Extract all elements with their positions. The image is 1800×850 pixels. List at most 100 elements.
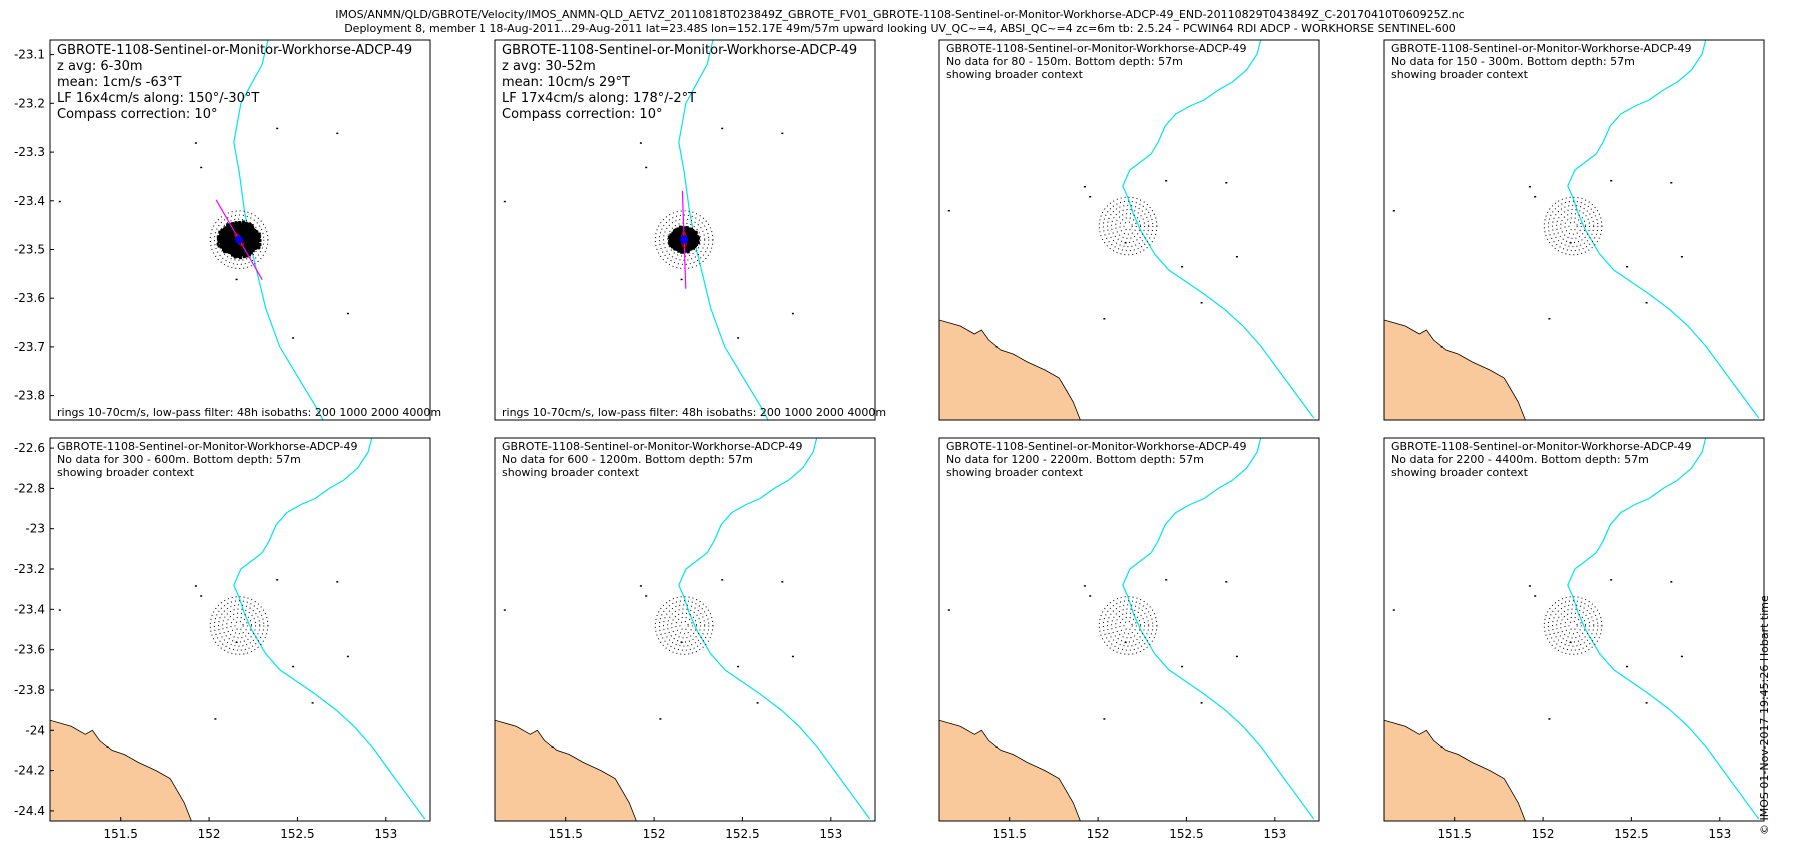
reef-island: [737, 337, 740, 339]
velocity-point: [694, 231, 698, 235]
velocity-point: [689, 242, 693, 246]
panel-info-line: No data for 1200 - 2200m. Bottom depth: …: [946, 453, 1204, 466]
velocity-point: [216, 242, 220, 246]
axes-frame: [1383, 437, 1765, 822]
reef-island: [1440, 346, 1443, 348]
speed-ring-60: [1547, 200, 1599, 252]
velocity-point: [232, 222, 236, 226]
reef-island: [1165, 579, 1168, 581]
y-tick-label: -24.4: [14, 804, 45, 818]
panel-plot-area: [503, 40, 794, 534]
velocity-point: [245, 244, 249, 248]
velocity-point: [693, 235, 697, 239]
speed-ring-20: [1564, 217, 1582, 235]
reef-island: [1083, 585, 1086, 587]
velocity-point: [248, 237, 252, 240]
velocity-point: [250, 224, 254, 228]
velocity-point: [680, 245, 683, 249]
velocity-point: [239, 225, 243, 229]
reef-island: [552, 532, 554, 534]
y-tick-label: -23.8: [14, 683, 45, 697]
y-tick-label: -23.7: [14, 340, 45, 354]
reef-island: [1124, 641, 1127, 644]
velocity-point: [686, 246, 690, 249]
velocity-point: [218, 230, 222, 234]
velocity-point: [220, 241, 224, 245]
velocity-point: [689, 235, 692, 239]
velocity-point: [222, 247, 225, 251]
panel-footer: rings 10-70cm/s, low-pass filter: 48h is…: [57, 406, 441, 419]
reef-island: [200, 166, 203, 169]
x-tick-label: 151.5: [104, 827, 138, 841]
reef-island: [781, 581, 784, 583]
reef-island: [659, 718, 662, 720]
velocity-point: [257, 232, 261, 236]
reef-island: [1610, 579, 1613, 581]
y-tick-label: -23.4: [14, 194, 45, 208]
panel-info-line: No data for 80 - 150m. Bottom depth: 57m: [946, 55, 1183, 68]
velocity-point: [239, 231, 242, 235]
panel-info-line: showing broader context: [1391, 466, 1529, 479]
y-tick-label: -23.5: [14, 243, 45, 257]
speed-ring-60: [1102, 600, 1154, 651]
velocity-point: [670, 245, 674, 249]
velocity-point: [245, 239, 249, 243]
velocity-point: [675, 234, 679, 238]
velocity-point: [239, 246, 242, 250]
speed-ring-70: [1543, 196, 1603, 256]
velocity-point: [672, 246, 676, 250]
velocity-point: [226, 230, 229, 234]
velocity-point: [244, 237, 248, 241]
land-mass: [495, 719, 637, 821]
panel-info-line: z avg: 30-52m: [502, 59, 596, 74]
velocity-point: [677, 238, 681, 242]
velocity-point: [235, 223, 238, 227]
axes-frame: [494, 437, 876, 822]
panel-5: -22.6 -22.8 -23 -23.2 -23.4 -23.6 -23.8 -24 -24.…: [14, 437, 431, 841]
reef-island: [1392, 210, 1395, 212]
x-tick-label: 152.5: [1169, 827, 1203, 841]
velocity-point: [677, 249, 681, 253]
speed-ring-70: [1543, 596, 1603, 655]
reef-island: [1103, 718, 1106, 720]
velocity-point: [675, 236, 679, 240]
velocity-point: [235, 247, 239, 251]
reef-island: [791, 655, 794, 658]
velocity-point: [222, 238, 226, 242]
isobath-line: [233, 438, 426, 820]
velocity-point: [227, 249, 231, 253]
velocity-point: [240, 234, 244, 238]
velocity-point: [254, 230, 258, 234]
velocity-point: [247, 228, 251, 231]
panel-info-line: Compass correction: 10°: [57, 107, 217, 122]
velocity-point: [670, 239, 674, 243]
velocity-point: [694, 237, 698, 241]
velocity-point: [677, 228, 681, 232]
velocity-point: [244, 242, 248, 246]
reef-island: [1103, 318, 1106, 320]
figure-header-filename: IMOS/ANMN/QLD/GBROTE/Velocity/IMOS_ANMN-…: [335, 8, 1465, 21]
reef-island: [737, 665, 740, 668]
reef-island: [336, 581, 339, 583]
reef-island: [1626, 665, 1629, 668]
speed-ring-10: [1568, 620, 1578, 631]
land-mass: [50, 719, 192, 821]
velocity-point: [674, 246, 678, 250]
x-tick-label: 153: [1263, 827, 1286, 841]
velocity-point: [231, 241, 235, 245]
velocity-point: [234, 250, 238, 254]
speed-ring-40: [1556, 608, 1591, 643]
velocity-point: [687, 246, 691, 250]
x-tick-label: 152: [1087, 827, 1110, 841]
velocity-point: [245, 222, 249, 226]
x-tick-label: 152: [643, 827, 666, 841]
velocity-point: [228, 243, 232, 247]
velocity-point: [696, 238, 700, 242]
panel-info-line: mean: 1cm/s -63°T: [57, 75, 181, 90]
velocity-point: [692, 246, 696, 250]
panel-info-line: No data for 150 - 300m. Bottom depth: 57…: [1391, 55, 1635, 68]
velocity-point: [230, 239, 233, 243]
velocity-point: [673, 231, 677, 234]
velocity-point: [251, 244, 255, 248]
velocity-point: [668, 235, 672, 239]
